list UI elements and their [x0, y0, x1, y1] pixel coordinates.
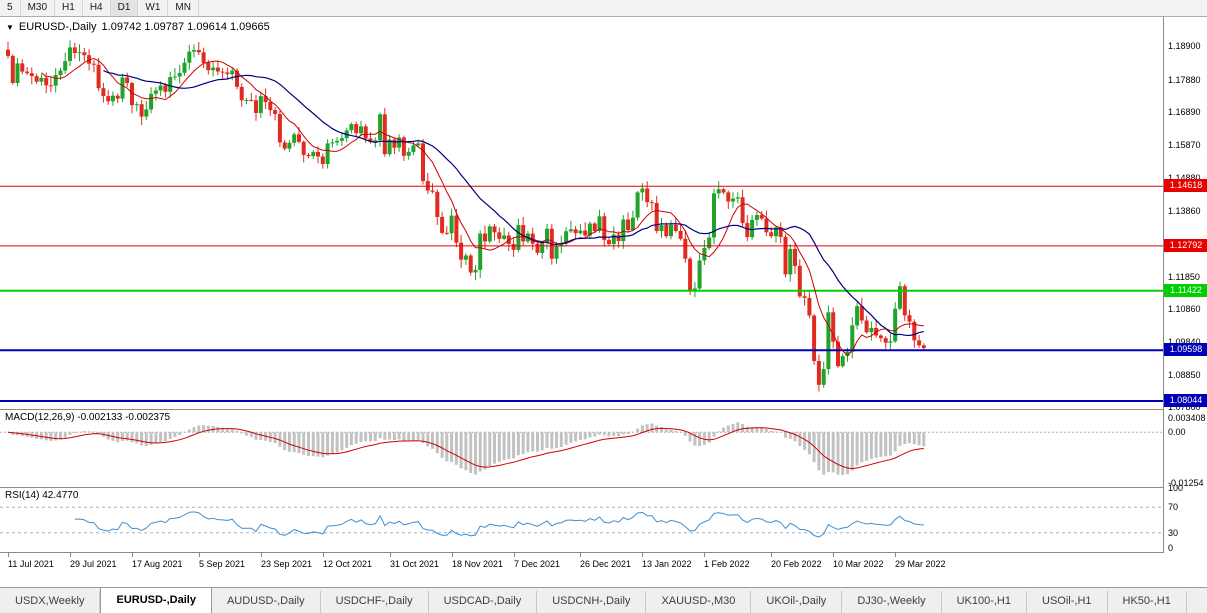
date-axis-tick — [132, 553, 133, 557]
date-axis-tick — [323, 553, 324, 557]
macd-panel[interactable]: MACD(12,26,9) -0.002133 -0.002375 — [0, 410, 1207, 488]
rsi-axis-label: 30 — [1168, 528, 1179, 538]
date-axis-label: 29 Jul 2021 — [70, 559, 117, 569]
price-line-badge: 1.14618 — [1164, 179, 1207, 192]
date-axis-label: 18 Nov 2021 — [452, 559, 504, 569]
tab-usdchf-daily[interactable]: USDCHF-,Daily — [321, 591, 429, 613]
date-axis-label: 26 Dec 2021 — [580, 559, 632, 569]
tab-usoil-h1[interactable]: USOil-,H1 — [1027, 591, 1108, 613]
price-chart-panel[interactable]: ▼ EURUSD-,Daily 1.09742 1.09787 1.09614 … — [0, 17, 1207, 410]
date-axis-label: 12 Oct 2021 — [323, 559, 373, 569]
tab-dj30-weekly[interactable]: DJ30-,Weekly — [842, 591, 942, 613]
date-axis-label: 17 Aug 2021 — [132, 559, 183, 569]
timeframe-button-w1[interactable]: W1 — [138, 0, 169, 16]
price-line-badge: 1.12792 — [1164, 239, 1207, 252]
price-axis-label: 1.16890 — [1168, 107, 1201, 117]
ma-slow-line — [103, 69, 924, 337]
price-axis-label: 1.18900 — [1168, 41, 1201, 51]
rsi-plot[interactable] — [0, 488, 1163, 552]
price-axis-label: 1.13860 — [1168, 206, 1201, 216]
price-axis-label: 1.08850 — [1168, 370, 1201, 380]
date-axis-tick — [833, 553, 834, 557]
timeframe-button-h4[interactable]: H4 — [83, 0, 111, 16]
date-axis[interactable]: 11 Jul 2021 29 Jul 2021 17 Aug 2021 5 Sep 2… — [0, 553, 1207, 587]
tab-usdcnh-daily[interactable]: USDCNH-,Daily — [537, 591, 647, 613]
date-axis-label: 7 Dec 2021 — [514, 559, 561, 569]
date-axis-label: 23 Sep 2021 — [261, 559, 313, 569]
tab-eurusd-daily[interactable]: EURUSD-,Daily — [100, 588, 212, 613]
price-axis-label: 1.14880 — [1168, 173, 1201, 183]
macd-axis-label: -0.01254 — [1168, 478, 1204, 488]
date-axis-tick — [580, 553, 581, 557]
price-axis-label: 1.10860 — [1168, 304, 1201, 314]
macd-axis-label: 0.00 — [1168, 427, 1186, 437]
date-axis-label: 31 Oct 2021 — [390, 559, 440, 569]
candles-group — [6, 40, 926, 392]
timeframe-button-d1[interactable]: D1 — [110, 0, 139, 16]
timeframe-button-5[interactable]: 5 — [0, 0, 21, 16]
date-axis-label: 29 Mar 2022 — [895, 559, 946, 569]
rsi-axis-label: 100 — [1168, 483, 1184, 493]
date-axis-label: 20 Feb 2022 — [771, 559, 822, 569]
date-axis-tick — [895, 553, 896, 557]
date-axis-label: 11 Jul 2021 — [8, 559, 54, 569]
timeframe-button-h1[interactable]: H1 — [55, 0, 83, 16]
tab-audusd-daily[interactable]: AUDUSD-,Daily — [212, 591, 321, 613]
tab-usdx-weekly[interactable]: USDX,Weekly — [0, 591, 101, 613]
macd-label: MACD(12,26,9) -0.002133 -0.002375 — [5, 412, 171, 423]
macd-plot[interactable] — [0, 410, 1163, 487]
tab-usdcad-daily[interactable]: USDCAD-,Daily — [429, 591, 538, 613]
rsi-line — [74, 511, 924, 538]
date-axis-tick — [771, 553, 772, 557]
date-axis-tick — [514, 553, 515, 557]
chart-tab-bar: USDX,Weekly EURUSD-,Daily AUDUSD-,Daily USD… — [0, 587, 1207, 613]
tab-xauusd-m30[interactable]: XAUUSD-,M30 — [646, 591, 752, 613]
price-line-badge: 1.11422 — [1164, 284, 1207, 297]
ma-fast-line — [41, 57, 924, 357]
date-axis-tick — [390, 553, 391, 557]
price-axis-label: 1.17880 — [1168, 75, 1201, 85]
price-axis[interactable]: 1.18900 1.17880 1.16890 1.15870 1.14880 1.138… — [1163, 17, 1207, 553]
rsi-panel[interactable]: RSI(14) 42.4770 — [0, 488, 1207, 553]
macd-signal-line — [7, 427, 924, 470]
candlestick-plot[interactable] — [0, 17, 1163, 409]
price-axis-label: 1.15870 — [1168, 140, 1201, 150]
rsi-axis-label: 0 — [1168, 543, 1174, 553]
rsi-label: RSI(14) 42.4770 — [5, 490, 79, 501]
macd-histogram — [11, 422, 926, 475]
price-axis-label: 1.07860 — [1168, 402, 1201, 412]
date-axis-tick — [452, 553, 453, 557]
date-axis-label: 13 Jan 2022 — [642, 559, 692, 569]
date-axis-label: 10 Mar 2022 — [833, 559, 884, 569]
tab-hk50-h1[interactable]: HK50-,H1 — [1108, 591, 1187, 613]
timeframe-button-mn[interactable]: MN — [168, 0, 199, 16]
price-axis-label: 1.09840 — [1168, 337, 1201, 347]
date-axis-tick — [642, 553, 643, 557]
tab-ukoil-daily[interactable]: UKOil-,Daily — [751, 591, 843, 613]
date-axis-tick — [70, 553, 71, 557]
price-line-badge: 1.08044 — [1164, 394, 1207, 407]
timeframe-toolbar: 5 M30 H1 H4 D1 W1 MN — [0, 0, 1207, 17]
timeframe-button-m30[interactable]: M30 — [21, 0, 56, 16]
date-axis-tick — [261, 553, 262, 557]
date-axis-label: 1 Feb 2022 — [704, 559, 750, 569]
tab-uk100-h1[interactable]: UK100-,H1 — [942, 591, 1027, 613]
macd-axis-label: 0.003408 — [1168, 413, 1206, 423]
date-axis-tick — [199, 553, 200, 557]
date-axis-tick — [704, 553, 705, 557]
price-line-badge: 1.09598 — [1164, 343, 1207, 356]
date-axis-label: 5 Sep 2021 — [199, 559, 246, 569]
price-axis-label: 1.11850 — [1168, 272, 1200, 282]
date-axis-tick — [8, 553, 9, 557]
rsi-axis-label: 70 — [1168, 502, 1179, 512]
